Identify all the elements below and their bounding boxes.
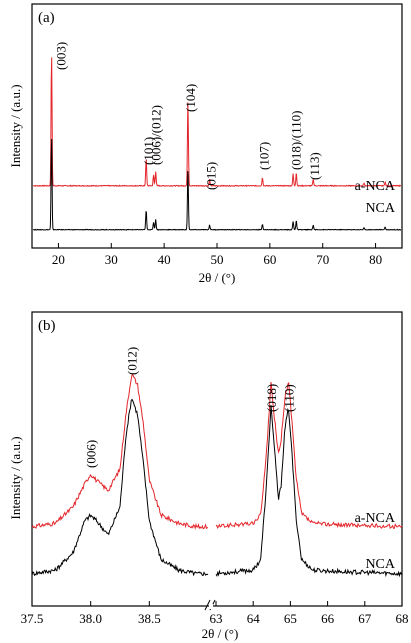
legend-a-nca: a-NCA xyxy=(355,511,396,526)
peak-label: (012) xyxy=(125,347,140,375)
panel-b-xtick-label: 66 xyxy=(321,611,335,626)
peak-label: (018)/(110) xyxy=(289,111,304,170)
panel-a-ylabel: Intensity / (a.u.) xyxy=(8,84,23,167)
peak-label: (015) xyxy=(204,162,219,190)
panel-a-xtick-label: 80 xyxy=(369,252,382,267)
panel-b-xlabel: 2θ / (°) xyxy=(202,626,239,641)
panel-b-xtick-label: 37.5 xyxy=(21,611,44,626)
panel-b: (b) Intensity / (a.u.) 2θ / (°) 37.5 38.0… xyxy=(8,311,409,641)
series-line-a-nca-seg2 xyxy=(215,381,403,529)
series-line-nca xyxy=(32,138,402,231)
peak-label: (018) xyxy=(264,384,279,412)
panel-b-xtick-label: 63 xyxy=(210,611,223,626)
panel-a-xtick-label: 50 xyxy=(211,252,224,267)
peak-label: (006)/(012) xyxy=(149,105,164,165)
series-line-a-nca xyxy=(32,57,402,188)
legend-a-nca: a-NCA xyxy=(355,179,396,194)
peak-label: (113) xyxy=(307,152,322,180)
panel-a-label: (a) xyxy=(38,10,55,26)
panel-a: (a) Intensity / (a.u.) 2θ / (°) 20 30 40 50… xyxy=(8,3,403,285)
legend-nca: NCA xyxy=(365,557,395,572)
panel-b-xtick-label: 68 xyxy=(396,611,409,626)
panel-b-frame xyxy=(31,311,403,607)
series-line-a-nca-seg1 xyxy=(31,373,209,530)
panel-a-xtick-label: 40 xyxy=(158,252,171,267)
panel-b-ylabel: Intensity / (a.u.) xyxy=(8,436,23,519)
panel-b-xtick-label: 65 xyxy=(284,611,297,626)
panel-b-xtick-label: 64 xyxy=(247,611,261,626)
axis-break-mark xyxy=(204,599,211,611)
panel-a-xtick-label: 20 xyxy=(52,252,65,267)
peak-label: (101) xyxy=(141,137,156,165)
peak-label: (003) xyxy=(54,42,69,70)
panel-a-plot: 20 30 40 50 60 70 80 a-NCA NCA (003) (101)(006)/(0… xyxy=(32,42,402,267)
series-line-nca-seg2 xyxy=(215,404,403,578)
panel-a-xtick-label: 70 xyxy=(316,252,329,267)
panel-b-xtick-label: 38.5 xyxy=(138,611,161,626)
panel-b-xtick-label: 67 xyxy=(358,611,372,626)
panel-b-xtick-label: 38.0 xyxy=(79,611,102,626)
panel-a-xtick-label: 60 xyxy=(263,252,276,267)
series-line-nca-seg1 xyxy=(31,398,209,577)
peak-label: (104) xyxy=(183,84,198,112)
peak-label: (006) xyxy=(84,440,99,468)
panel-b-label: (b) xyxy=(38,318,56,334)
panel-b-plot: 37.5 38.0 38.5 63 64 65 66 67 68 a-NCA NCA (006) (01… xyxy=(21,347,409,626)
panel-a-xlabel: 2θ / (°) xyxy=(199,270,236,285)
panel-a-frame xyxy=(31,3,403,249)
axis-break-gap xyxy=(209,604,213,609)
legend-nca: NCA xyxy=(365,201,395,216)
panel-a-xtick-label: 30 xyxy=(105,252,118,267)
peak-label: (107) xyxy=(257,142,272,170)
peak-label: (110) xyxy=(282,384,297,412)
